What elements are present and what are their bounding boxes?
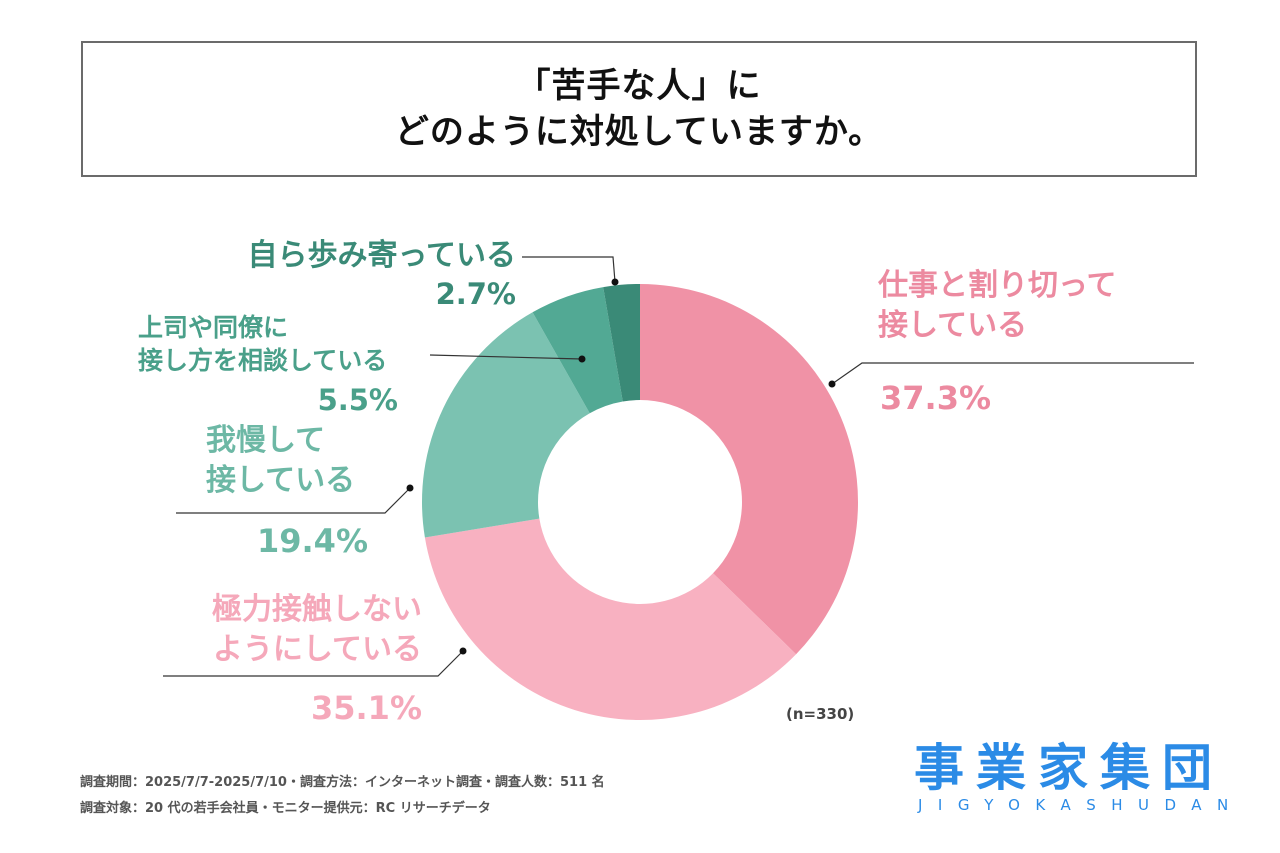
- label-line: 自ら歩み寄っている: [247, 238, 517, 273]
- leader-approach-dot: [611, 278, 619, 286]
- label-consult: 上司や同僚に 接し方を相談している: [138, 311, 387, 377]
- leader-work-only-dot: [828, 380, 836, 388]
- pct-work-only: 37.3%: [880, 379, 992, 417]
- sample-size: (n=330): [786, 705, 855, 723]
- logo-kanji: 事業家集団: [914, 739, 1224, 797]
- slice-endure: [422, 312, 590, 538]
- label-endure: 我慢して 接している: [206, 421, 355, 501]
- leader-avoid-contact-dot: [459, 647, 467, 655]
- title-line-1: 「苦手な人」に: [516, 66, 762, 106]
- slice-avoid-contact: [424, 518, 797, 720]
- label-line: 上司や同僚に: [138, 313, 289, 342]
- label-line: 仕事と割り切って: [878, 268, 1117, 303]
- label-line: 我慢して: [206, 423, 326, 458]
- slice-consult: [532, 287, 623, 414]
- title-line-2: どのように対処していますか。: [394, 112, 884, 152]
- leader-consult-dot: [578, 355, 586, 363]
- pct-endure: 19.4%: [256, 522, 368, 560]
- label-line: 極力接触しない: [212, 592, 422, 627]
- label-avoid-contact: 極力接触しない ようにしている: [170, 590, 422, 670]
- pct-approach: 2.7%: [435, 277, 516, 311]
- leader-endure: [176, 487, 411, 514]
- label-approach: 自ら歩み寄っている: [200, 236, 517, 276]
- label-line: 接している: [878, 308, 1028, 343]
- title-box: 「苦手な人」に どのように対処していますか。: [81, 41, 1197, 177]
- pct-consult: 5.5%: [317, 383, 398, 417]
- label-work-only: 仕事と割り切って 接している: [878, 266, 1117, 346]
- footer-line-2: 調査対象：20 代の若手会社員・モニター提供元：RC リサーチデータ: [80, 801, 491, 816]
- logo-roman: JIGYOKASHUDAN: [918, 796, 1244, 814]
- slice-work-only: [640, 284, 858, 655]
- slice-approach: [603, 284, 640, 402]
- leader-avoid-contact: [163, 650, 464, 677]
- label-line: 接している: [206, 463, 356, 498]
- leader-consult: [429, 354, 583, 360]
- pct-avoid-contact: 35.1%: [310, 689, 422, 727]
- footer-line-1: 調査期間：2025/7/7-2025/7/10・調査方法：インターネット調査・調…: [80, 775, 605, 790]
- leader-approach: [522, 256, 616, 283]
- leader-endure-dot: [406, 484, 414, 492]
- label-line: 接し方を相談している: [138, 346, 388, 375]
- leader-work-only: [831, 362, 1194, 385]
- label-line: ようにしている: [212, 632, 422, 667]
